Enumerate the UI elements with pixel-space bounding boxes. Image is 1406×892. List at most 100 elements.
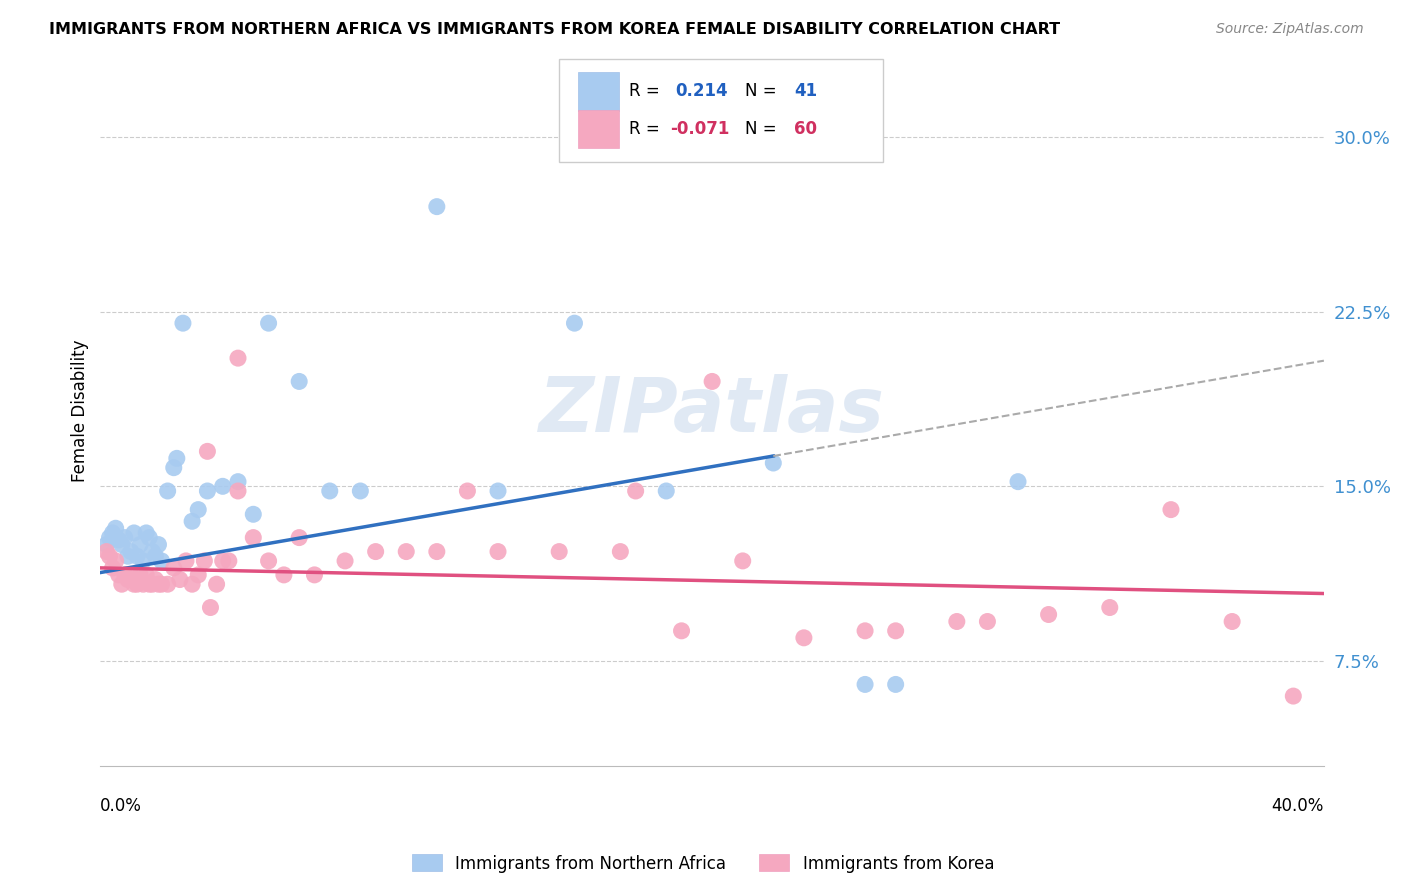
Point [122, 525, 145, 540]
Point [762, 456, 785, 470]
Text: 41: 41 [794, 82, 817, 101]
Point [211, 554, 233, 568]
Point [242, 508, 264, 522]
Point [1160, 502, 1182, 516]
Point [426, 544, 449, 558]
Point [624, 483, 647, 498]
Text: R =: R = [628, 120, 665, 138]
Point [257, 316, 280, 330]
Point [120, 544, 142, 558]
Text: IMMIGRANTS FROM NORTHERN AFRICA VS IMMIGRANTS FROM KOREA FEMALE DISABILITY CORRE: IMMIGRANTS FROM NORTHERN AFRICA VS IMMIG… [49, 22, 1060, 37]
Point [976, 615, 998, 629]
Point [107, 533, 129, 547]
Point [1220, 615, 1243, 629]
Point [655, 483, 678, 498]
Point [853, 677, 876, 691]
Text: 60: 60 [794, 120, 817, 138]
Point [456, 483, 478, 498]
Point [98, 531, 121, 545]
Point [148, 577, 170, 591]
Point [853, 624, 876, 638]
Point [96, 544, 118, 558]
Point [101, 561, 124, 575]
Point [148, 538, 170, 552]
Point [181, 514, 204, 528]
Point [120, 567, 142, 582]
Point [197, 483, 219, 498]
Point [731, 554, 754, 568]
Point [172, 316, 194, 330]
Point [1007, 475, 1029, 489]
Point [163, 460, 186, 475]
Point [226, 475, 249, 489]
Point [364, 544, 387, 558]
Point [129, 567, 152, 582]
Point [671, 624, 693, 638]
Point [117, 549, 139, 564]
Text: Source: ZipAtlas.com: Source: ZipAtlas.com [1216, 22, 1364, 37]
Point [884, 624, 907, 638]
Point [181, 577, 204, 591]
Point [486, 544, 509, 558]
Point [564, 316, 586, 330]
Point [226, 483, 249, 498]
Text: ZIPatlas: ZIPatlas [538, 374, 886, 448]
Point [218, 554, 240, 568]
Text: 0.214: 0.214 [675, 82, 728, 101]
Point [169, 573, 191, 587]
Point [117, 573, 139, 587]
FancyBboxPatch shape [578, 72, 619, 111]
Point [138, 577, 160, 591]
Point [141, 544, 163, 558]
Point [304, 567, 326, 582]
Point [193, 554, 215, 568]
Point [114, 531, 136, 545]
Point [288, 531, 311, 545]
Point [1038, 607, 1060, 622]
Point [101, 525, 124, 540]
Legend: Immigrants from Northern Africa, Immigrants from Korea: Immigrants from Northern Africa, Immigra… [405, 847, 1001, 880]
Point [114, 567, 136, 582]
Point [242, 531, 264, 545]
FancyBboxPatch shape [578, 110, 619, 148]
Point [197, 444, 219, 458]
Point [96, 538, 118, 552]
Point [138, 531, 160, 545]
Point [145, 549, 167, 564]
Text: N =: N = [745, 120, 782, 138]
Point [273, 567, 295, 582]
Point [211, 479, 233, 493]
Point [319, 483, 342, 498]
Y-axis label: Female Disability: Female Disability [72, 339, 89, 482]
Point [609, 544, 631, 558]
Point [1098, 600, 1121, 615]
Text: N =: N = [745, 82, 782, 101]
Point [145, 573, 167, 587]
Point [122, 577, 145, 591]
Point [884, 677, 907, 691]
Point [135, 525, 157, 540]
Point [111, 538, 134, 552]
Point [548, 544, 571, 558]
Point [395, 544, 418, 558]
Point [946, 615, 969, 629]
Point [166, 451, 188, 466]
Point [793, 631, 815, 645]
Point [226, 351, 249, 365]
Point [187, 502, 209, 516]
Point [129, 538, 152, 552]
Point [1282, 689, 1305, 703]
Point [150, 577, 173, 591]
Point [700, 375, 723, 389]
Point [111, 577, 134, 591]
Text: 40.0%: 40.0% [1271, 797, 1324, 814]
Point [349, 483, 371, 498]
Point [163, 561, 186, 575]
Point [288, 375, 311, 389]
Text: -0.071: -0.071 [671, 120, 730, 138]
Point [257, 554, 280, 568]
Point [156, 577, 179, 591]
Point [426, 200, 449, 214]
Point [135, 567, 157, 582]
Point [98, 549, 121, 564]
